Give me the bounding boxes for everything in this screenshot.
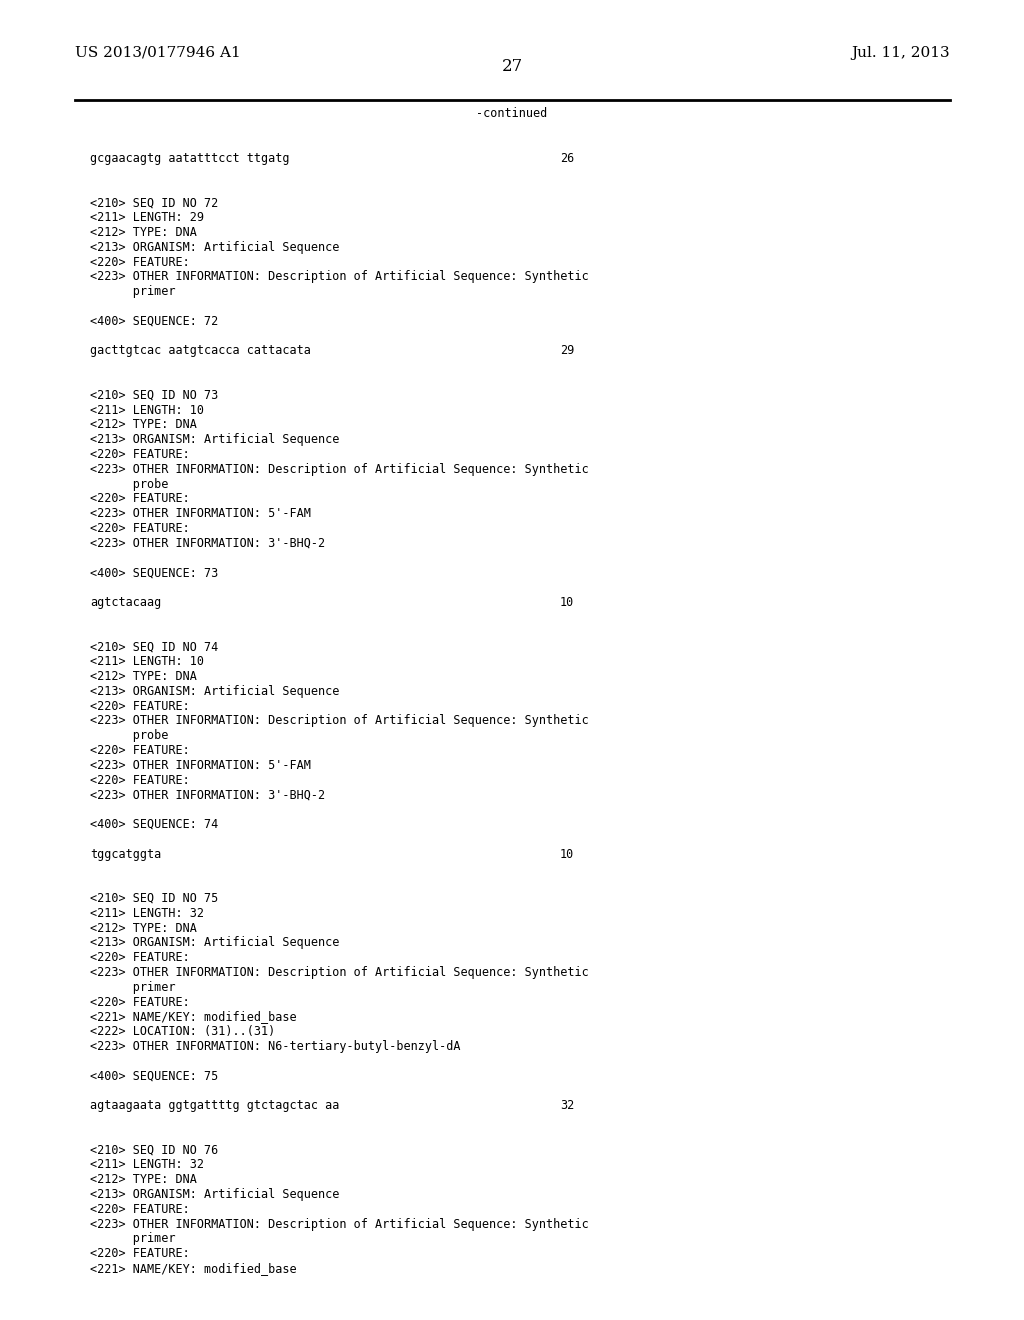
Text: <220> FEATURE:: <220> FEATURE: (90, 700, 189, 713)
Text: <400> SEQUENCE: 75: <400> SEQUENCE: 75 (90, 1069, 218, 1082)
Text: <212> TYPE: DNA: <212> TYPE: DNA (90, 226, 197, 239)
Text: <400> SEQUENCE: 74: <400> SEQUENCE: 74 (90, 818, 218, 832)
Text: <211> LENGTH: 10: <211> LENGTH: 10 (90, 404, 204, 417)
Text: <220> FEATURE:: <220> FEATURE: (90, 521, 189, 535)
Text: <212> TYPE: DNA: <212> TYPE: DNA (90, 1173, 197, 1187)
Text: <400> SEQUENCE: 73: <400> SEQUENCE: 73 (90, 566, 218, 579)
Text: gcgaacagtg aatatttcct ttgatg: gcgaacagtg aatatttcct ttgatg (90, 152, 290, 165)
Text: 29: 29 (560, 345, 574, 358)
Text: 26: 26 (560, 152, 574, 165)
Text: <221> NAME/KEY: modified_base: <221> NAME/KEY: modified_base (90, 1262, 297, 1275)
Text: 10: 10 (560, 597, 574, 609)
Text: <223> OTHER INFORMATION: Description of Artificial Sequence: Synthetic: <223> OTHER INFORMATION: Description of … (90, 714, 589, 727)
Text: primer: primer (90, 1233, 175, 1245)
Text: <223> OTHER INFORMATION: 5'-FAM: <223> OTHER INFORMATION: 5'-FAM (90, 507, 311, 520)
Text: <223> OTHER INFORMATION: Description of Artificial Sequence: Synthetic: <223> OTHER INFORMATION: Description of … (90, 1217, 589, 1230)
Text: agtctacaag: agtctacaag (90, 597, 161, 609)
Text: tggcatggta: tggcatggta (90, 847, 161, 861)
Text: <211> LENGTH: 32: <211> LENGTH: 32 (90, 907, 204, 920)
Text: <213> ORGANISM: Artificial Sequence: <213> ORGANISM: Artificial Sequence (90, 685, 339, 698)
Text: probe: probe (90, 478, 168, 491)
Text: <223> OTHER INFORMATION: 3'-BHQ-2: <223> OTHER INFORMATION: 3'-BHQ-2 (90, 537, 326, 550)
Text: 27: 27 (502, 58, 522, 75)
Text: <211> LENGTH: 10: <211> LENGTH: 10 (90, 655, 204, 668)
Text: <213> ORGANISM: Artificial Sequence: <213> ORGANISM: Artificial Sequence (90, 1188, 339, 1201)
Text: <220> FEATURE:: <220> FEATURE: (90, 1203, 189, 1216)
Text: <210> SEQ ID NO 74: <210> SEQ ID NO 74 (90, 640, 218, 653)
Text: primer: primer (90, 981, 175, 994)
Text: agtaagaata ggtgattttg gtctagctac aa: agtaagaata ggtgattttg gtctagctac aa (90, 1100, 339, 1113)
Text: <210> SEQ ID NO 75: <210> SEQ ID NO 75 (90, 892, 218, 906)
Text: <223> OTHER INFORMATION: N6-tertiary-butyl-benzyl-dA: <223> OTHER INFORMATION: N6-tertiary-but… (90, 1040, 461, 1053)
Text: <212> TYPE: DNA: <212> TYPE: DNA (90, 671, 197, 682)
Text: <220> FEATURE:: <220> FEATURE: (90, 492, 189, 506)
Text: <223> OTHER INFORMATION: Description of Artificial Sequence: Synthetic: <223> OTHER INFORMATION: Description of … (90, 966, 589, 979)
Text: Jul. 11, 2013: Jul. 11, 2013 (851, 46, 950, 59)
Text: primer: primer (90, 285, 175, 298)
Text: -continued: -continued (476, 107, 548, 120)
Text: <213> ORGANISM: Artificial Sequence: <213> ORGANISM: Artificial Sequence (90, 936, 339, 949)
Text: <400> SEQUENCE: 72: <400> SEQUENCE: 72 (90, 314, 218, 327)
Text: <223> OTHER INFORMATION: Description of Artificial Sequence: Synthetic: <223> OTHER INFORMATION: Description of … (90, 463, 589, 475)
Text: <220> FEATURE:: <220> FEATURE: (90, 256, 189, 268)
Text: <220> FEATURE:: <220> FEATURE: (90, 1247, 189, 1261)
Text: <223> OTHER INFORMATION: 3'-BHQ-2: <223> OTHER INFORMATION: 3'-BHQ-2 (90, 788, 326, 801)
Text: <222> LOCATION: (31)..(31): <222> LOCATION: (31)..(31) (90, 1026, 275, 1039)
Text: <210> SEQ ID NO 72: <210> SEQ ID NO 72 (90, 197, 218, 210)
Text: <220> FEATURE:: <220> FEATURE: (90, 995, 189, 1008)
Text: US 2013/0177946 A1: US 2013/0177946 A1 (75, 46, 241, 59)
Text: <211> LENGTH: 32: <211> LENGTH: 32 (90, 1159, 204, 1171)
Text: <210> SEQ ID NO 76: <210> SEQ ID NO 76 (90, 1143, 218, 1156)
Text: <212> TYPE: DNA: <212> TYPE: DNA (90, 418, 197, 432)
Text: <223> OTHER INFORMATION: 5'-FAM: <223> OTHER INFORMATION: 5'-FAM (90, 759, 311, 772)
Text: 10: 10 (560, 847, 574, 861)
Text: <220> FEATURE:: <220> FEATURE: (90, 744, 189, 756)
Text: <221> NAME/KEY: modified_base: <221> NAME/KEY: modified_base (90, 1010, 297, 1023)
Text: <211> LENGTH: 29: <211> LENGTH: 29 (90, 211, 204, 224)
Text: gacttgtcac aatgtcacca cattacata: gacttgtcac aatgtcacca cattacata (90, 345, 311, 358)
Text: <220> FEATURE:: <220> FEATURE: (90, 447, 189, 461)
Text: <220> FEATURE:: <220> FEATURE: (90, 774, 189, 787)
Text: 32: 32 (560, 1100, 574, 1113)
Text: <223> OTHER INFORMATION: Description of Artificial Sequence: Synthetic: <223> OTHER INFORMATION: Description of … (90, 271, 589, 284)
Text: <212> TYPE: DNA: <212> TYPE: DNA (90, 921, 197, 935)
Text: <220> FEATURE:: <220> FEATURE: (90, 952, 189, 964)
Text: <210> SEQ ID NO 73: <210> SEQ ID NO 73 (90, 389, 218, 401)
Text: <213> ORGANISM: Artificial Sequence: <213> ORGANISM: Artificial Sequence (90, 240, 339, 253)
Text: <213> ORGANISM: Artificial Sequence: <213> ORGANISM: Artificial Sequence (90, 433, 339, 446)
Text: probe: probe (90, 729, 168, 742)
